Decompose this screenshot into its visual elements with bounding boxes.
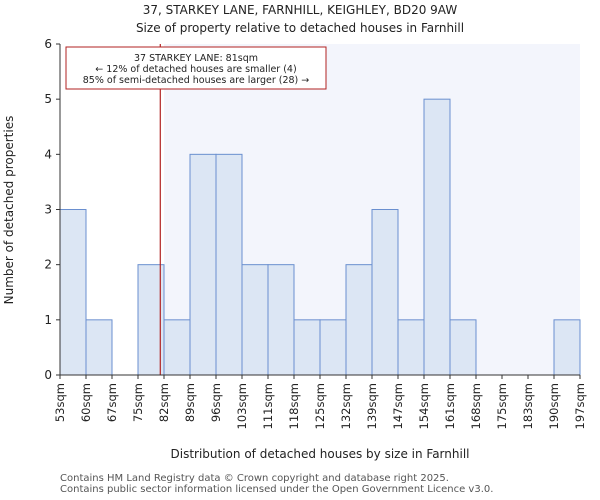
bar-125sqm [319, 319, 347, 376]
x-tick-label: 183sqm [521, 383, 535, 429]
x-tick-label: 197sqm [573, 383, 587, 429]
x-tick-label: 125sqm [313, 383, 327, 429]
x-tick-label: 175sqm [495, 383, 509, 429]
x-tick-label: 118sqm [287, 383, 301, 429]
x-tick-label: 96sqm [209, 383, 223, 422]
x-tick-label: 103sqm [235, 383, 249, 429]
bar-118sqm [293, 319, 321, 376]
y-tick-label: 1 [44, 313, 52, 327]
chart-title: 37, STARKEY LANE, FARNHILL, KEIGHLEY, BD… [142, 3, 458, 17]
marker-annotation: 37 STARKEY LANE: 81sqm ← 12% of detached… [65, 46, 327, 90]
bar-60sqm [85, 319, 113, 376]
annotation-line-2: ← 12% of detached houses are smaller (4) [95, 64, 296, 75]
annotation-line-3: 85% of semi-detached houses are larger (… [83, 75, 310, 86]
x-tick-label: 132sqm [339, 383, 353, 429]
x-tick-label: 147sqm [391, 383, 405, 429]
y-tick-label: 6 [44, 37, 52, 51]
bar-53sqm [59, 209, 87, 376]
annotation-line-1: 37 STARKEY LANE: 81sqm [134, 53, 258, 64]
bar-190sqm [553, 319, 581, 376]
x-tick-label: 139sqm [365, 383, 379, 429]
x-tick-label: 53sqm [53, 383, 67, 422]
footer-copyright: Contains HM Land Registry data © Crown c… [60, 473, 449, 484]
y-tick-label: 5 [44, 92, 52, 106]
bar-154sqm [423, 98, 451, 376]
bar-161sqm [449, 319, 477, 376]
x-tick-label: 75sqm [131, 383, 145, 422]
bar-111sqm [267, 264, 295, 376]
x-tick-label: 82sqm [157, 383, 171, 422]
bar-82sqm [163, 319, 191, 376]
bar-103sqm [241, 264, 269, 376]
bar-96sqm [215, 153, 243, 376]
bar-132sqm [345, 264, 373, 376]
bar-75sqm [137, 264, 165, 376]
x-tick-label: 60sqm [79, 383, 93, 422]
x-tick-label: 154sqm [417, 383, 431, 429]
footer-licence: Contains public sector information licen… [60, 484, 494, 495]
bar-139sqm [371, 209, 399, 376]
x-tick-label: 111sqm [261, 383, 275, 429]
y-tick-label: 2 [44, 258, 52, 272]
y-tick-label: 0 [44, 368, 52, 382]
x-tick-label: 67sqm [105, 383, 119, 422]
y-tick-label: 3 [44, 203, 52, 217]
x-tick-label: 89sqm [183, 383, 197, 422]
x-tick-label: 161sqm [443, 383, 457, 429]
bar-89sqm [189, 153, 217, 376]
x-tick-label: 168sqm [469, 383, 483, 429]
y-tick-label: 4 [44, 147, 52, 161]
x-tick-label: 190sqm [547, 383, 561, 429]
annotation-box [65, 46, 327, 90]
chart-subtitle: Size of property relative to detached ho… [135, 21, 465, 35]
y-axis-label: Number of detached properties [2, 116, 16, 305]
x-axis-label: Distribution of detached houses by size … [171, 447, 470, 461]
bar-147sqm [397, 319, 425, 376]
